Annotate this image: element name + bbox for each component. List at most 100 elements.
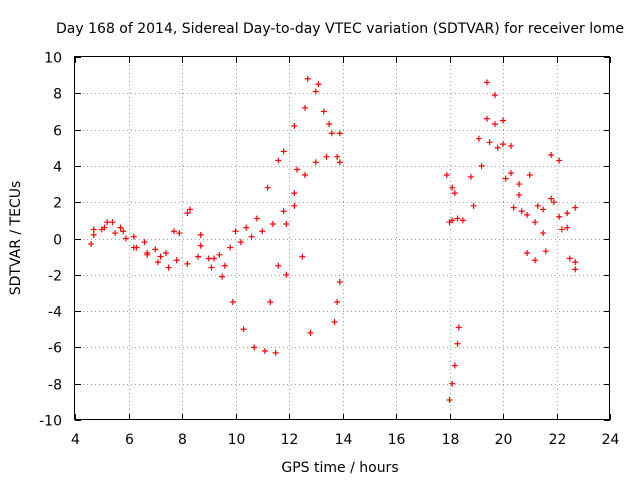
series-track-i bbox=[483, 79, 579, 266]
series-track-h bbox=[446, 139, 579, 273]
data-point bbox=[454, 340, 461, 347]
data-point bbox=[205, 255, 212, 262]
data-point bbox=[540, 230, 547, 237]
data-point bbox=[187, 206, 194, 213]
data-point bbox=[304, 75, 311, 82]
data-point bbox=[162, 250, 169, 257]
data-point bbox=[232, 228, 239, 235]
data-point bbox=[449, 217, 456, 224]
data-point bbox=[454, 215, 461, 222]
y-tick-label: -6 bbox=[48, 341, 62, 357]
data-point bbox=[572, 204, 579, 211]
data-point bbox=[572, 266, 579, 273]
data-point bbox=[211, 255, 218, 262]
data-point bbox=[331, 318, 338, 325]
data-point bbox=[109, 219, 116, 226]
x-tick-label: 20 bbox=[495, 432, 513, 448]
data-point bbox=[566, 255, 573, 262]
data-point bbox=[564, 224, 571, 231]
y-tick-label: -10 bbox=[39, 414, 62, 430]
data-point bbox=[302, 104, 309, 111]
data-point bbox=[291, 202, 298, 209]
data-point bbox=[253, 215, 260, 222]
data-point bbox=[259, 228, 266, 235]
data-point bbox=[216, 251, 223, 258]
series-track-d bbox=[267, 202, 314, 336]
data-point bbox=[516, 191, 523, 198]
data-point bbox=[455, 324, 462, 331]
data-point bbox=[240, 326, 247, 333]
data-point bbox=[516, 181, 523, 188]
data-point bbox=[173, 257, 180, 264]
data-point bbox=[154, 259, 161, 266]
data-point bbox=[548, 152, 555, 159]
data-point bbox=[558, 226, 565, 233]
data-point bbox=[500, 117, 506, 124]
data-point bbox=[312, 88, 319, 95]
data-point bbox=[336, 279, 343, 286]
data-point bbox=[556, 213, 563, 220]
data-point bbox=[312, 159, 319, 166]
x-tick-label: 24 bbox=[602, 432, 620, 448]
data-point bbox=[120, 228, 127, 235]
y-tick-label: 8 bbox=[53, 87, 62, 103]
data-point bbox=[90, 231, 97, 238]
data-point bbox=[572, 259, 579, 266]
data-point bbox=[518, 208, 525, 215]
data-point bbox=[478, 162, 485, 169]
data-point bbox=[508, 170, 515, 177]
data-point bbox=[564, 210, 571, 217]
data-point bbox=[261, 348, 268, 355]
data-point bbox=[195, 253, 202, 260]
x-tick-label: 6 bbox=[125, 432, 134, 448]
chart-title: Day 168 of 2014, Sidereal Day-to-day VTE… bbox=[56, 21, 624, 37]
data-point bbox=[328, 130, 335, 137]
data-point bbox=[532, 219, 539, 226]
data-point bbox=[508, 142, 515, 149]
data-point bbox=[267, 299, 274, 306]
data-point bbox=[299, 253, 306, 260]
data-point bbox=[130, 233, 137, 240]
data-point bbox=[237, 239, 244, 246]
data-point bbox=[502, 175, 509, 182]
y-tick-label: -4 bbox=[48, 305, 62, 321]
data-point bbox=[307, 329, 314, 336]
series-track-e bbox=[331, 279, 343, 325]
data-point bbox=[294, 166, 301, 173]
y-tick-label: 4 bbox=[53, 160, 62, 176]
data-point bbox=[176, 230, 183, 237]
data-point bbox=[283, 271, 290, 278]
data-point bbox=[548, 195, 555, 202]
data-point bbox=[491, 121, 498, 128]
data-point bbox=[264, 184, 271, 191]
data-point bbox=[101, 224, 108, 231]
y-tick-label: 2 bbox=[53, 196, 62, 212]
data-point bbox=[556, 157, 563, 164]
x-tick-label: 12 bbox=[281, 432, 299, 448]
data-point bbox=[275, 157, 282, 164]
data-point bbox=[280, 208, 287, 215]
data-point bbox=[483, 115, 490, 122]
grid-lines bbox=[75, 57, 610, 420]
data-point bbox=[130, 244, 137, 251]
data-point bbox=[248, 233, 255, 240]
data-point bbox=[302, 171, 309, 178]
data-point bbox=[326, 121, 333, 128]
data-point bbox=[165, 264, 172, 271]
data-point bbox=[122, 235, 129, 242]
data-point bbox=[152, 246, 159, 253]
x-tick-label: 18 bbox=[442, 432, 460, 448]
data-point bbox=[449, 380, 456, 387]
x-tick-label: 16 bbox=[388, 432, 406, 448]
data-point bbox=[449, 184, 456, 191]
data-point bbox=[320, 108, 327, 115]
data-point bbox=[491, 92, 498, 99]
data-point bbox=[184, 260, 191, 267]
data-point bbox=[90, 226, 97, 233]
plot-frame bbox=[74, 56, 610, 420]
data-point bbox=[272, 349, 279, 356]
y-tick-label: 6 bbox=[53, 124, 62, 140]
data-point bbox=[291, 190, 298, 197]
series-track-c bbox=[90, 88, 343, 269]
